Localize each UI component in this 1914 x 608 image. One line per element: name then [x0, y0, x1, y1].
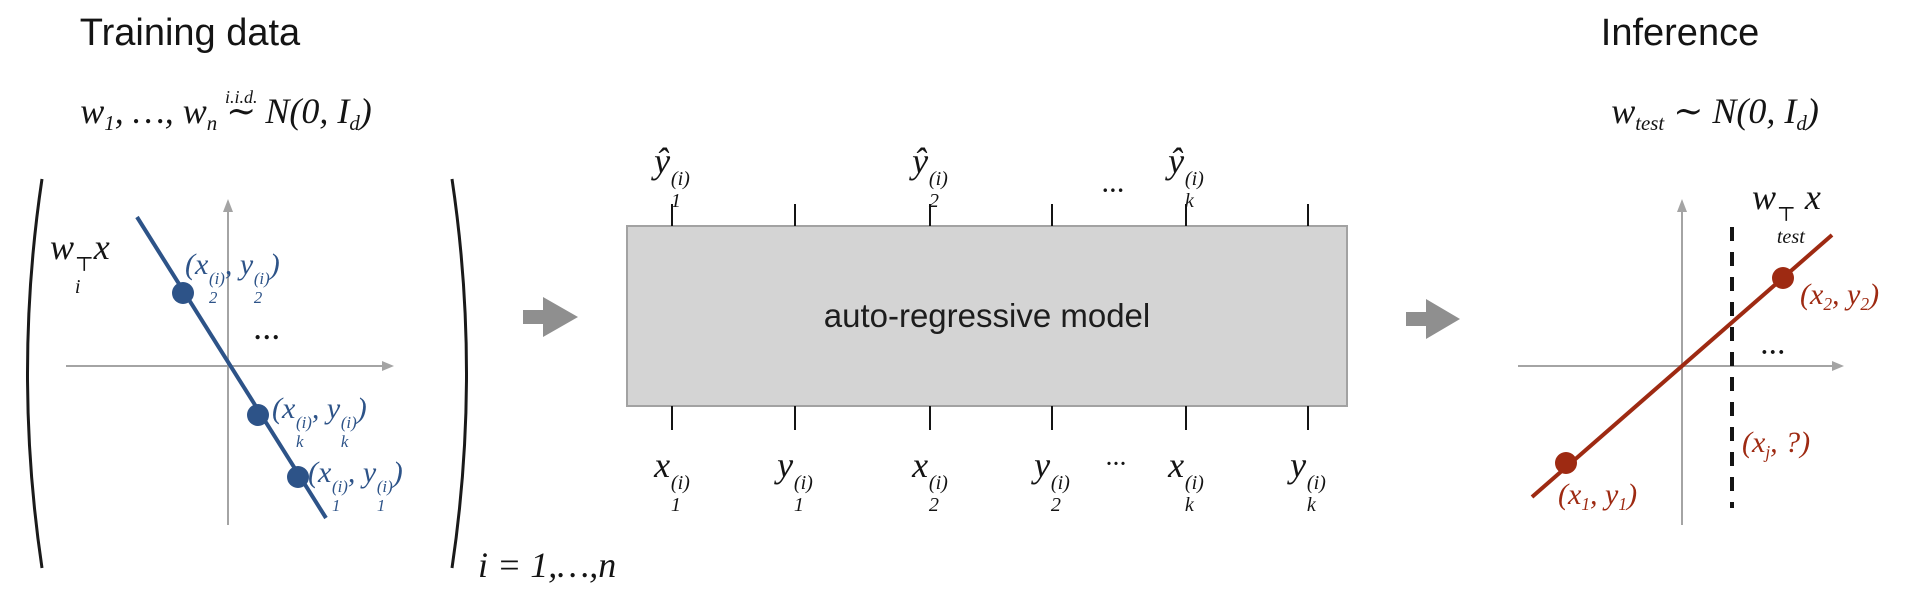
- model-input-label-y2: y (i) 2: [1034, 445, 1070, 517]
- model-output-label-y2: ŷ (i) 2: [912, 141, 948, 213]
- inference-point-label-x1: (x1, y1): [1558, 478, 1638, 514]
- inference-point-label-x2: (x2, y2): [1800, 278, 1880, 314]
- inference-title: Inference: [1600, 12, 1760, 54]
- inference-x-axis-arrowhead-icon: [1832, 361, 1844, 371]
- training-point-label-xk: (x (i) k, y (i) k): [272, 392, 367, 451]
- inference-ellipsis: ...: [1761, 334, 1787, 360]
- model-input-ellipsis: ...: [1106, 448, 1128, 470]
- training-y-axis-arrowhead-icon: [223, 199, 233, 212]
- training-title: Training data: [79, 12, 301, 54]
- training-point-xk: [247, 404, 269, 426]
- training-index-label: i = 1,…,n: [478, 545, 617, 585]
- arrow-model-to-inference-icon: [1406, 299, 1460, 339]
- model-input-label-y1: y (i) 1: [777, 445, 813, 517]
- model-input-label-yk: y (i) k: [1290, 445, 1326, 517]
- training-ellipsis: ...: [254, 316, 282, 345]
- model-input-label-xk: x (i) k: [1168, 445, 1204, 517]
- training-point-x1: [287, 466, 309, 488]
- inference-point-x2: [1772, 267, 1794, 289]
- left-open-paren: [26, 178, 44, 569]
- training-point-label-x2: (x (i) 2, y (i) 2): [185, 248, 280, 307]
- model-output-label-yk: ŷ (i) k: [1168, 141, 1204, 213]
- left-close-paren: [450, 178, 468, 569]
- training-prior-formula: w1, …, wn i.i.d. ∼ N(0, Id): [80, 86, 372, 136]
- model-box: [626, 225, 1348, 407]
- inference-query-label: (xj, ?): [1742, 426, 1811, 462]
- training-point-label-x1: (x (i) 1, y (i) 1): [308, 456, 403, 515]
- arrow-training-to-model-icon: [523, 297, 578, 337]
- inference-y-axis-arrowhead-icon: [1677, 199, 1687, 212]
- model-output-ellipsis: ...: [1102, 172, 1126, 197]
- model-output-label-y1: ŷ (i) 1: [654, 141, 690, 213]
- inference-point-x1: [1555, 452, 1577, 474]
- model-box-label: auto-regressive model: [823, 297, 1151, 334]
- training-line-label: w ⊤ i x: [50, 227, 110, 299]
- inference-line-label: w ⊤ test x: [1752, 177, 1821, 249]
- inference-prior-formula: wtest ∼ N(0, Id): [1611, 91, 1819, 136]
- model-input-label-x1: x (i) 1: [654, 445, 690, 517]
- model-input-label-x2: x (i) 2: [912, 445, 948, 517]
- training-x-axis-arrowhead-icon: [382, 361, 394, 371]
- training-point-x2: [172, 282, 194, 304]
